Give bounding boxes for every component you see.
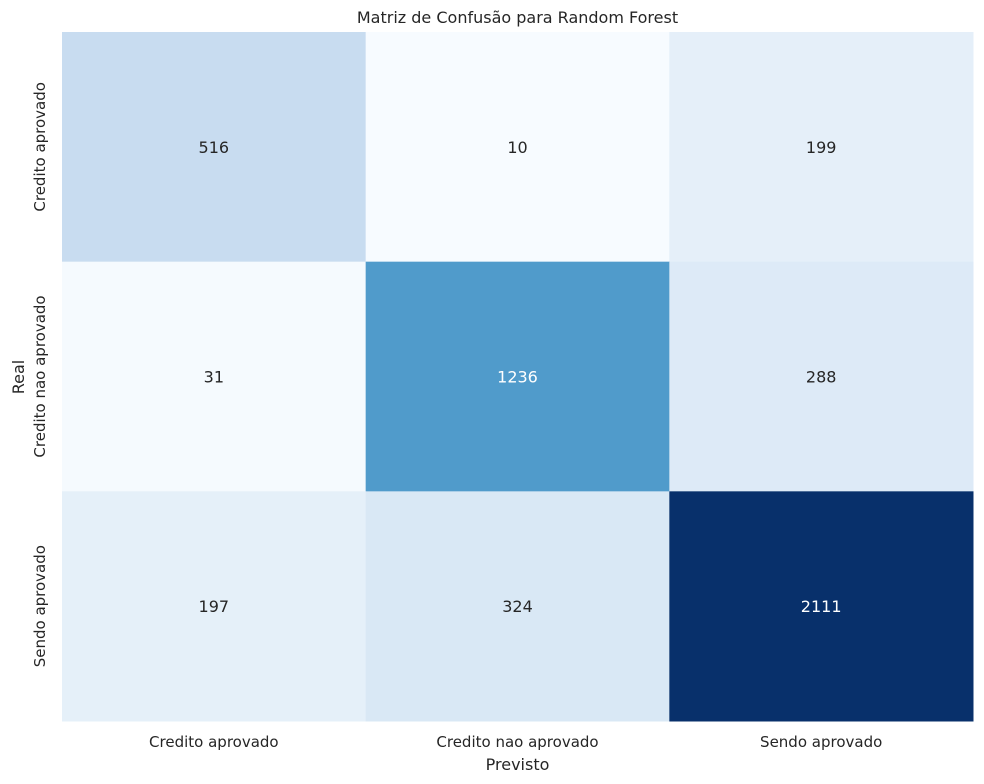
- heatmap-cell: [669, 491, 974, 722]
- x-tick-label: Credito nao aprovado: [436, 733, 598, 751]
- heatmap-cell: [365, 261, 670, 492]
- y-tick-label: Sendo aprovado: [31, 545, 49, 667]
- heatmap-cell: [669, 32, 974, 263]
- y-tick-label: Credito nao aprovado: [31, 295, 49, 457]
- cell-value-label: 31: [204, 368, 224, 387]
- heatmap-cell: [62, 491, 367, 722]
- chart-title: Matriz de Confusão para Random Forest: [357, 8, 678, 27]
- y-tick-label: Credito aprovado: [31, 82, 49, 212]
- heatmap-cells: [62, 32, 974, 722]
- heatmap-cell: [62, 32, 367, 263]
- x-tick-label: Credito aprovado: [149, 733, 279, 751]
- cell-value-label: 516: [199, 138, 230, 157]
- y-tick-labels: Credito aprovado Credito nao aprovado Send…: [31, 82, 49, 667]
- heatmap-cell: [62, 261, 367, 492]
- x-tick-label: Sendo aprovado: [760, 733, 882, 751]
- x-tick-labels: Credito aprovado Credito nao aprovado Send…: [149, 733, 882, 751]
- cell-value-label: 324: [502, 597, 533, 616]
- cell-value-label: 197: [199, 597, 230, 616]
- heatmap-cell: [365, 491, 670, 722]
- y-axis-label: Real: [9, 360, 28, 395]
- cell-value-label: 199: [806, 138, 837, 157]
- heatmap-value-labels: 516 10 199 31 1236 288 197 324 2111: [199, 138, 842, 616]
- cell-value-label: 1236: [497, 368, 538, 387]
- cell-value-label: 10: [507, 138, 527, 157]
- heatmap-cell: [365, 32, 670, 263]
- heatmap-cell: [669, 261, 974, 492]
- cell-value-label: 2111: [801, 597, 842, 616]
- x-axis-label: Previsto: [486, 755, 550, 774]
- cell-value-label: 288: [806, 368, 837, 387]
